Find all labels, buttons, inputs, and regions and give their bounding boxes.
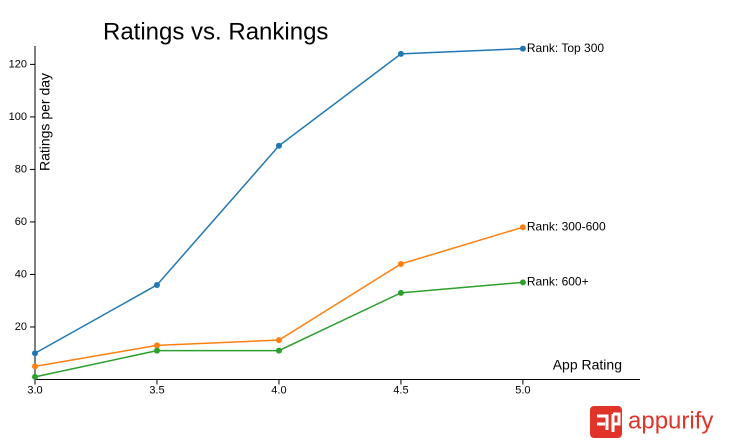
- data-point: [32, 373, 38, 380]
- data-point: [519, 279, 526, 286]
- data-point: [519, 45, 526, 52]
- y-tick-label: 100: [9, 111, 27, 123]
- data-point: [32, 350, 38, 357]
- x-tick-label: 3.0: [27, 384, 42, 396]
- data-point: [153, 342, 160, 349]
- data-point: [397, 260, 404, 267]
- data-point: [397, 50, 404, 57]
- series-label: Rank: 600+: [527, 275, 589, 289]
- series-line: [34, 281, 523, 378]
- data-point: [153, 281, 160, 288]
- series-line: [34, 226, 524, 368]
- series-label: Rank: 300-600: [527, 219, 606, 233]
- logo-text: appurify: [628, 407, 713, 434]
- y-axis-label: Ratings per day: [37, 73, 53, 171]
- y-tick-label: 60: [15, 216, 27, 228]
- data-point: [32, 363, 38, 370]
- x-tick-label: 5.0: [515, 384, 530, 396]
- chart-title: Ratings vs. Rankings: [103, 18, 328, 45]
- logo: appurify: [590, 406, 713, 438]
- x-tick-label: 4.5: [393, 384, 408, 396]
- data-point: [153, 347, 160, 354]
- data-point: [275, 337, 282, 344]
- data-point: [275, 142, 282, 149]
- y-tick-label: 80: [15, 163, 27, 175]
- x-tick-label: 3.5: [149, 384, 164, 396]
- x-axis-label: App Rating: [553, 357, 622, 373]
- data-point: [519, 224, 526, 231]
- series-line: [34, 47, 523, 354]
- data-point: [275, 347, 282, 354]
- series-label: Rank: Top 300: [527, 41, 604, 55]
- logo-glyph: [597, 412, 621, 432]
- data-point: [397, 289, 404, 296]
- y-tick-label: 40: [15, 268, 27, 280]
- y-tick-label: 120: [9, 58, 27, 70]
- y-tick-label: 20: [15, 321, 27, 333]
- x-tick-label: 4.0: [271, 384, 286, 396]
